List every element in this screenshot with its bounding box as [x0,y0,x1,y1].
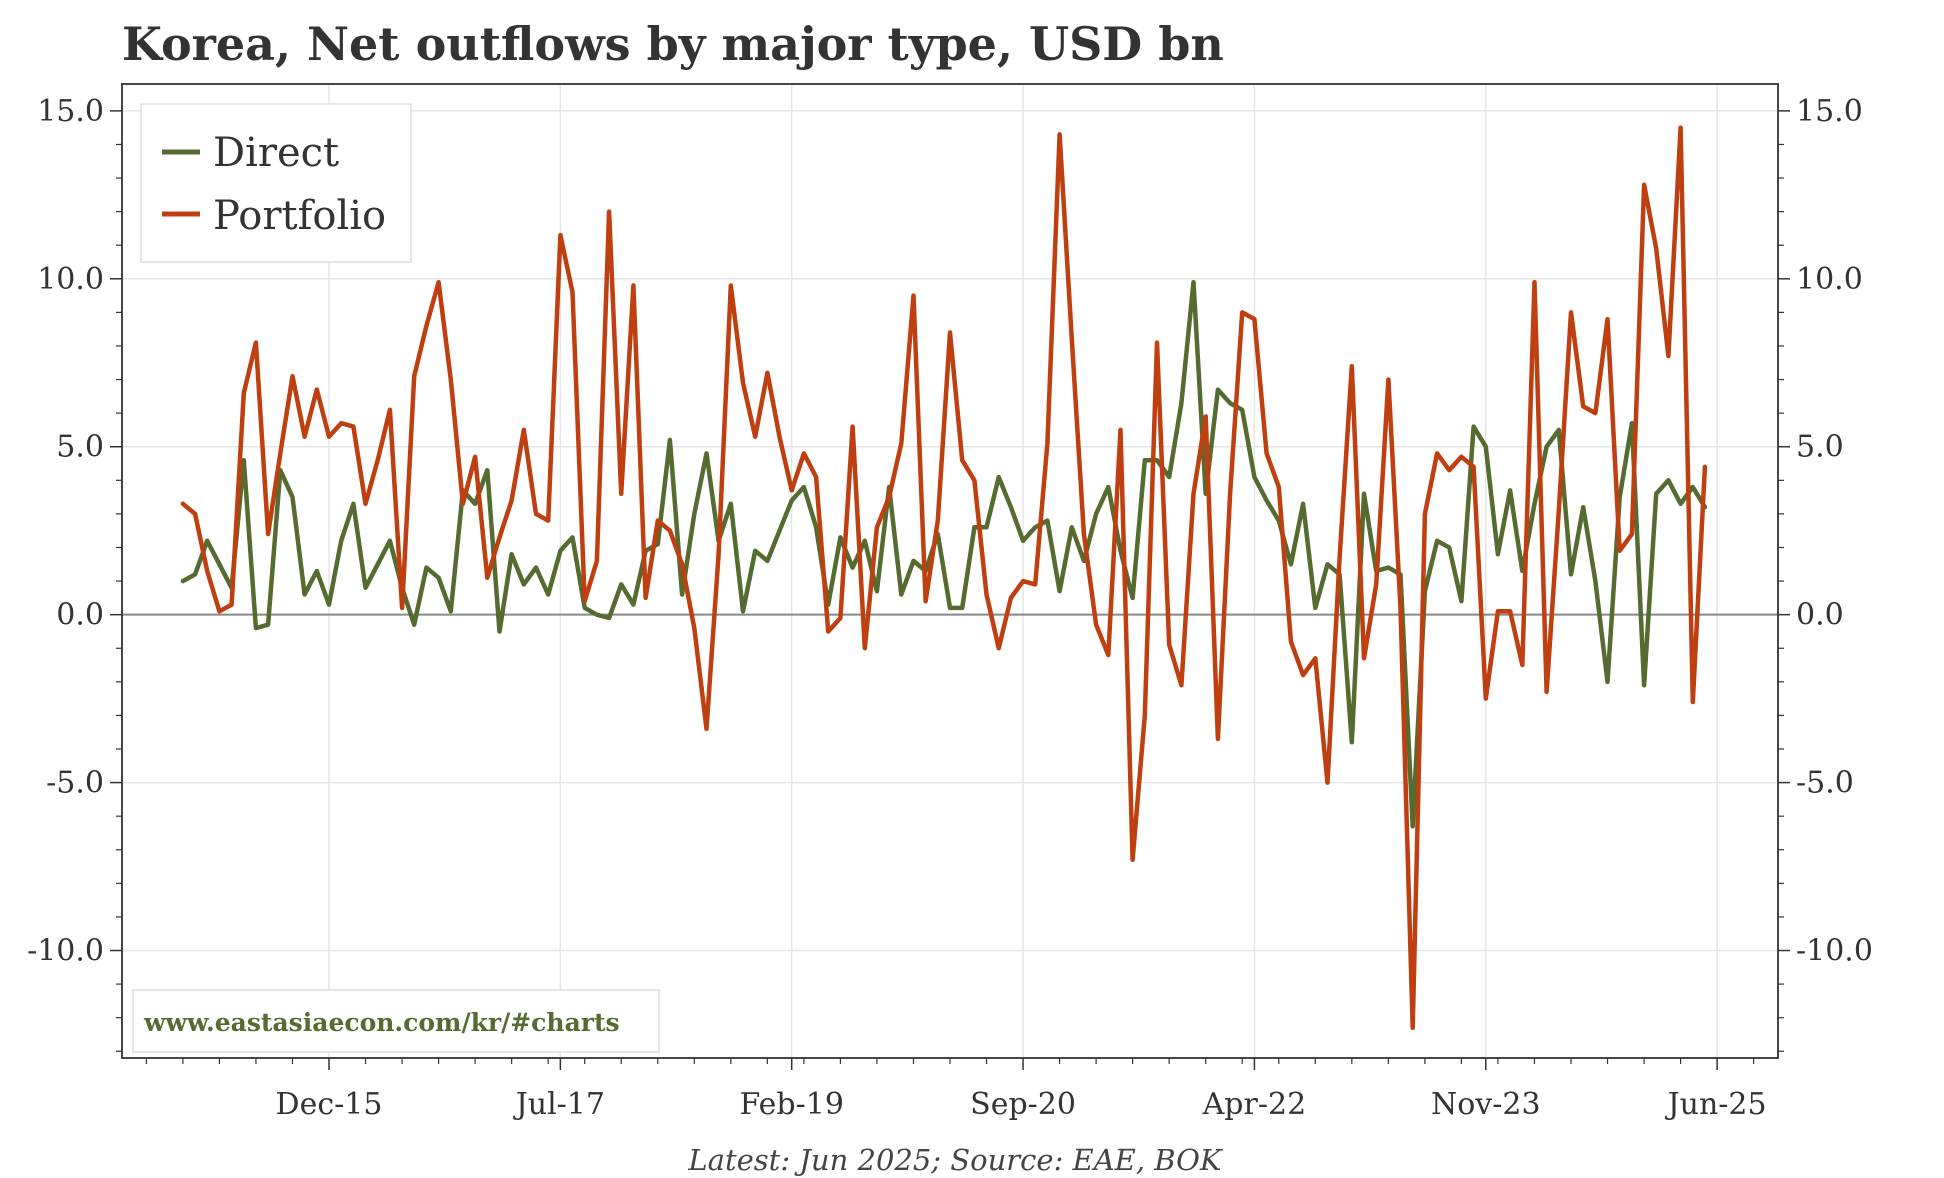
x-axis: Dec-15 Jul-17 Feb-19 Sep-20 Apr-22 Nov-23 Jun-… [145,1058,1767,1122]
series-lines [180,125,1708,1031]
watermark-box [132,989,660,1053]
x-tick-label: Jun-25 [1665,1087,1767,1122]
x-tick-label: Nov-23 [1431,1087,1541,1122]
y-tick-label-right: 5.0 [1796,430,1844,465]
x-tick-label: Apr-22 [1202,1087,1307,1122]
x-tick-label: Jul-17 [513,1087,605,1122]
legend-label-portfolio: Portfolio [213,193,386,239]
watermark-url: www.eastasiaecon.com/kr/#charts [143,1008,620,1037]
y-tick-label-right: 15.0 [1796,94,1863,129]
x-tick-label: Dec-15 [276,1087,383,1122]
series-line-direct [180,279,1708,829]
y-tick-label-left: -5.0 [46,766,104,801]
watermark: www.eastasiaecon.com/kr/#charts [132,989,660,1053]
legend: Direct Portfolio [140,103,412,263]
chart-title: Korea, Net outflows by major type, USD b… [122,17,1224,71]
source-note: Latest: Jun 2025; Source: EAE, BOK [687,1143,1223,1177]
y-tick-label-right: -10.0 [1796,934,1873,969]
y-axis-left: 15.0 10.0 5.0 0.0 -5.0 -10.0 [27,94,122,1052]
legend-box [140,103,412,263]
series-line-portfolio [180,125,1708,1031]
legend-label-direct: Direct [213,130,339,176]
y-tick-label-left: 5.0 [56,430,104,465]
y-tick-label-left: 15.0 [37,94,104,129]
y-tick-label-left: 10.0 [37,262,104,297]
y-tick-label-left: -10.0 [27,934,104,969]
y-tick-label-right: 10.0 [1796,262,1863,297]
y-tick-label-left: 0.0 [56,598,104,633]
y-tick-label-right: 0.0 [1796,598,1844,633]
y-axis-right: 15.0 10.0 5.0 0.0 -5.0 -10.0 [1778,94,1873,1052]
x-tick-label: Feb-19 [739,1087,843,1122]
y-tick-label-right: -5.0 [1796,766,1854,801]
x-tick-label: Sep-20 [970,1087,1076,1122]
